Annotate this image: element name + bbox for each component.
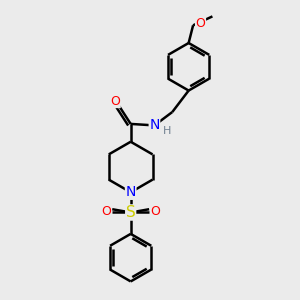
Text: O: O — [101, 205, 111, 218]
Text: O: O — [196, 17, 206, 30]
Text: O: O — [151, 205, 160, 218]
Text: N: N — [125, 185, 136, 199]
Text: H: H — [163, 126, 171, 136]
Text: N: N — [149, 118, 160, 132]
Text: S: S — [126, 205, 136, 220]
Text: O: O — [110, 94, 120, 107]
